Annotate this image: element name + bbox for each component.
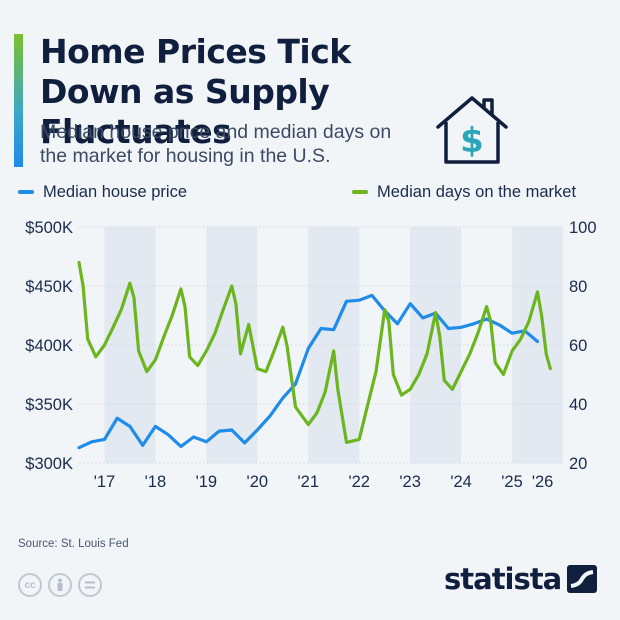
svg-text:$: $ [460,121,484,161]
statista-logo-icon [567,565,598,593]
brand-name: statista [444,562,562,596]
x-tick-label: '22 [348,473,370,491]
x-tick-label: '17 [94,473,116,491]
title-accent-bar [14,34,23,167]
y-right-tick-label: 60 [569,337,587,355]
x-tick-label: '23 [399,473,421,491]
x-tick-label: '19 [196,473,218,491]
x-tick-label: '26 [532,473,554,491]
license-icons: cc [18,573,102,597]
legend-label-price: Median house price [43,182,188,201]
page-title: Home Prices Tick Down as Supply Fluctuat… [40,32,351,151]
y-right-tick-label: 100 [569,219,597,237]
line-chart: $300K $350K $400K $450K $500K 20 40 60 80 100 '17 '… [25,219,597,491]
x-tick-label: '18 [145,473,167,491]
page-subtitle: Median house price and median days on th… [40,121,392,167]
source-note: Source: St. Louis Fed [18,538,129,550]
nd-icon [78,573,102,597]
legend-item-price: Median house price [18,181,187,203]
y-right-tick-label: 20 [569,455,587,473]
y-left-tick-label: $350K [25,396,73,414]
series-line-price [77,293,540,450]
legend-label-days: Median days on the market [377,182,577,201]
y-right-tick-label: 40 [569,396,587,414]
y-left-tick-label: $500K [25,219,73,237]
series-line-days [77,260,552,444]
year-band-2 [308,227,360,463]
legend-item-days: Median days on the market [352,181,576,203]
by-icon [48,573,72,597]
x-tick-label: '24 [450,473,472,491]
house-dollar-icon: $ [436,96,508,164]
year-band-4 [512,227,563,463]
legend-swatch-price [18,190,34,194]
y-left-tick-label: $450K [25,278,73,296]
legend-swatch-days [352,190,368,194]
x-tick-label: '25 [501,473,523,491]
statista-brand[interactable]: statista [444,562,598,596]
y-left-tick-label: $300K [25,455,73,473]
y-right-tick-label: 80 [569,278,587,296]
cc-icon: cc [18,573,42,597]
x-tick-label: '20 [247,473,269,491]
y-left-tick-label: $400K [25,337,73,355]
x-tick-label: '21 [298,473,320,491]
